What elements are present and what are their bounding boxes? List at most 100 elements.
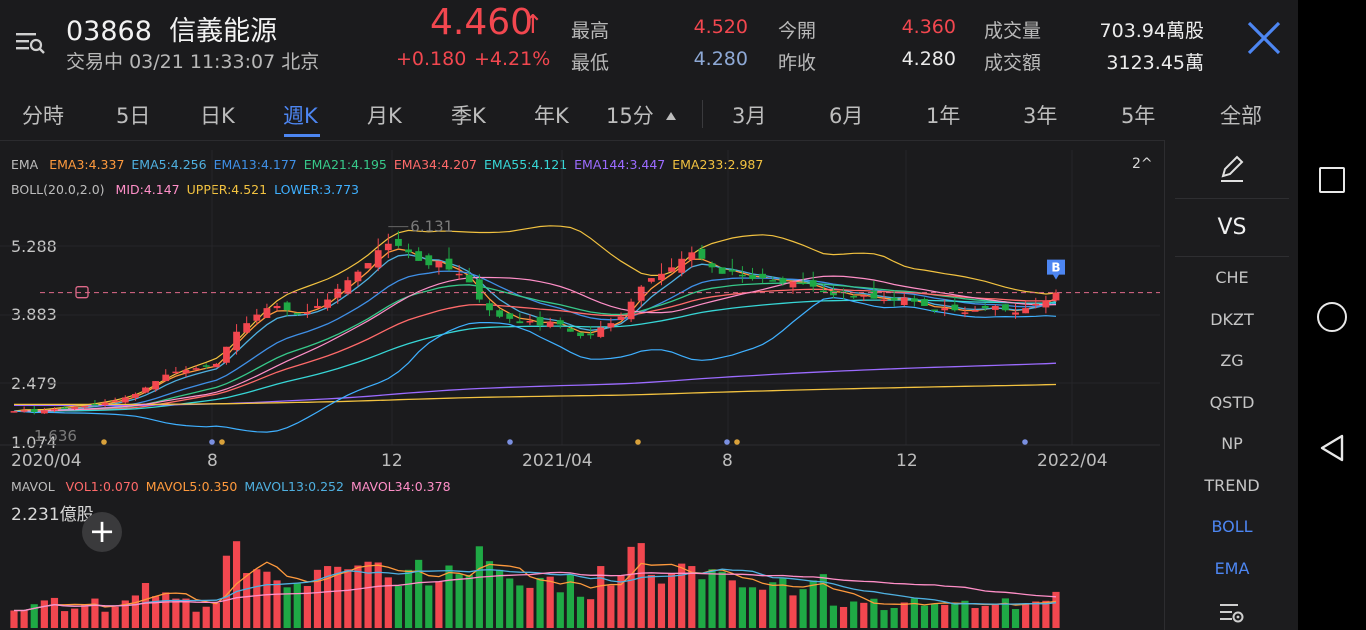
volume-bar (1022, 603, 1030, 628)
volume-bar (779, 578, 787, 628)
candle-body (688, 252, 696, 260)
price-change: +0.180 (396, 48, 467, 70)
tab-item[interactable]: 6月 (829, 104, 864, 128)
buy-marker-label: B (1051, 261, 1060, 275)
candle-body (819, 290, 827, 293)
volume-bar (829, 605, 838, 628)
side-indicator-item[interactable]: CHE (1215, 268, 1249, 287)
volume-bar (121, 600, 129, 628)
back-icon[interactable] (1318, 433, 1346, 467)
indicator-collapse-toggle[interactable]: 2^ (1132, 156, 1153, 172)
tab-item[interactable]: 3年 (1023, 104, 1058, 128)
quote-label-volume: 成交量 (984, 20, 1042, 42)
side-indicator-item[interactable]: ZG (1220, 351, 1244, 370)
ema-line (14, 288, 1057, 412)
vs-compare-button[interactable]: VS (1217, 215, 1247, 240)
volume-max-label: 2.231億股 (11, 505, 94, 525)
volume-bar (1001, 598, 1010, 628)
volume-bar (313, 569, 322, 628)
volume-bar (506, 578, 514, 628)
candle-body (364, 263, 372, 269)
side-indicator-item[interactable]: QSTD (1209, 392, 1255, 412)
tabs-separator (0, 140, 1298, 141)
mavol-line (14, 568, 1057, 612)
volume-bar (1052, 591, 1060, 628)
volume-bar (698, 579, 706, 628)
candle-body (506, 313, 514, 319)
volume-bar (971, 608, 979, 628)
add-indicator-button[interactable]: + (82, 512, 122, 552)
candle-body (354, 271, 362, 282)
volume-chart[interactable] (0, 498, 1164, 630)
candle-body (475, 279, 483, 300)
tab-item[interactable]: 3月 (732, 104, 767, 128)
tab-item[interactable]: 月K (367, 104, 402, 128)
volume-legend-title: MAVOL (11, 479, 55, 494)
side-indicator-item[interactable]: EMA (1214, 558, 1250, 578)
volume-bar (647, 574, 655, 628)
side-indicator-item[interactable]: TREND (1204, 475, 1260, 495)
side-indicator-item[interactable]: DKZT (1210, 309, 1254, 329)
tab-item[interactable]: 季K (451, 104, 486, 128)
stock-app: 03868 信義能源 交易中 03/21 11:33:07 北京 4.460 ↑… (0, 0, 1299, 630)
candle-body (728, 269, 736, 272)
ema-legend-items: EMA3:4.337 EMA5:4.256 EMA13:4.177 EMA21:4.1… (42, 157, 763, 172)
volume-bar (283, 587, 291, 628)
mavol-line (14, 571, 1057, 612)
kline-chart[interactable]: 6.131 1.636 B (0, 140, 1164, 470)
event-dot (209, 439, 215, 445)
tab-item[interactable]: 15分 (606, 104, 654, 128)
legend-item: MAVOL13:0.252 (244, 479, 344, 494)
candle-body (1042, 300, 1050, 308)
candle-body (991, 305, 999, 310)
volume-bar (131, 595, 139, 628)
volume-bar (789, 595, 797, 628)
tab-item[interactable]: 年K (534, 104, 569, 128)
candle-body (202, 365, 210, 367)
price-change-pct: +4.21% (474, 48, 551, 70)
tab-item[interactable]: 日K (200, 104, 235, 128)
side-divider (1175, 198, 1289, 199)
boll-legend-title: BOLL(20.0,2.0) (11, 182, 105, 197)
x-axis-label: 8 (207, 451, 218, 471)
side-indicator-item[interactable]: BOLL (1211, 517, 1253, 536)
dropdown-triangle-icon[interactable] (666, 112, 676, 120)
ema-legend-title: EMA (11, 157, 39, 172)
candle-body (10, 411, 18, 413)
candle-body (486, 303, 493, 311)
tab-item[interactable]: 全部 (1220, 104, 1262, 128)
legend-item: LOWER:3.773 (274, 182, 359, 197)
candle-body (870, 290, 878, 299)
volume-bar (162, 592, 170, 628)
edit-icon[interactable] (1165, 152, 1299, 188)
side-indicator-item[interactable]: NP (1221, 434, 1243, 453)
candle-body (243, 323, 251, 333)
tab-item[interactable]: 5日 (116, 104, 151, 128)
volume-bar (961, 600, 969, 628)
tab-item[interactable]: 1年 (926, 104, 961, 128)
home-icon[interactable] (1317, 302, 1347, 332)
boll-lower-line (13, 296, 1057, 433)
candle-body (647, 278, 655, 282)
candle-body (718, 267, 726, 274)
volume-bar (617, 575, 625, 628)
volume-bar (850, 601, 858, 628)
tab-item[interactable]: 週K (283, 104, 318, 128)
volume-bar (941, 604, 949, 628)
volume-bar (991, 603, 999, 628)
menu-icon[interactable] (14, 28, 46, 58)
candle-body (395, 238, 402, 246)
candle-body (142, 387, 149, 393)
volume-bar (374, 562, 382, 628)
candle-body (1022, 308, 1030, 314)
volume-bar (334, 566, 342, 628)
recents-icon[interactable] (1319, 167, 1345, 193)
indicator-settings-icon[interactable] (1165, 600, 1299, 630)
volume-bar (172, 598, 180, 628)
volume-bar (587, 599, 595, 628)
candle-body (131, 393, 139, 398)
boll-legend: BOLL(20.0,2.0) MID:4.147 UPPER:4.521 LOWER… (11, 182, 359, 197)
close-icon[interactable] (1244, 18, 1284, 58)
tab-item[interactable]: 分時 (22, 104, 64, 128)
tab-item[interactable]: 5年 (1121, 104, 1156, 128)
